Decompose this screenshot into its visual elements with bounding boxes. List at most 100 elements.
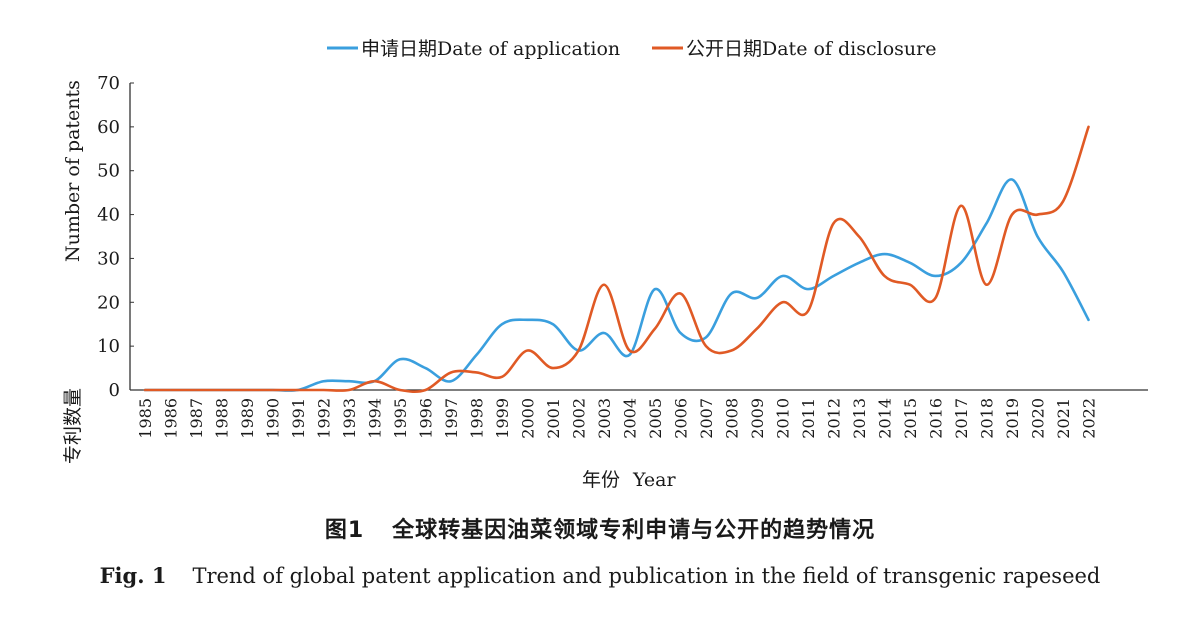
data-point-disclosure-2019	[1011, 213, 1013, 216]
data-point-application-2018	[985, 222, 988, 224]
data-point-disclosure-2022	[1087, 126, 1090, 128]
data-point-application-2007	[705, 336, 707, 338]
y-tick-label: 10	[97, 336, 120, 357]
data-point-application-2019	[1011, 178, 1013, 181]
x-tick-label: 2016	[927, 398, 946, 439]
data-point-disclosure-2020	[1036, 213, 1039, 216]
data-point-application-1993	[348, 380, 350, 382]
data-point-disclosure-1995	[399, 389, 401, 391]
figure-title-en: Trend of global patent application and p…	[192, 564, 1101, 588]
data-point-application-2017	[960, 262, 962, 264]
data-point-application-2006	[679, 332, 682, 334]
x-tick-label: 1997	[442, 398, 461, 439]
series-lines	[143, 125, 1090, 393]
x-tick-label: 2015	[901, 398, 920, 439]
data-point-application-2014	[883, 253, 886, 255]
data-point-disclosure-2011	[807, 310, 809, 312]
data-point-disclosure-2008	[730, 349, 733, 352]
data-point-application-2022	[1087, 319, 1090, 321]
y-tick-label: 50	[97, 161, 120, 182]
data-point-application-2009	[756, 297, 758, 299]
data-point-disclosure-1998	[475, 371, 478, 374]
data-point-disclosure-2018	[985, 284, 988, 286]
data-point-disclosure-2014	[883, 275, 886, 277]
x-axis-title: 年份 Year	[582, 469, 676, 491]
x-tick-label: 2005	[646, 398, 665, 439]
x-tick-label: 2000	[519, 398, 538, 439]
data-point-application-2013	[858, 262, 860, 264]
x-tick-label: 1999	[493, 398, 512, 439]
x-axis-title-cn: 年份	[582, 469, 620, 491]
data-point-disclosure-1996	[424, 389, 427, 391]
x-tick-label: 2014	[876, 398, 895, 439]
y-tick-label: 30	[97, 248, 120, 269]
data-point-disclosure-1991	[297, 389, 299, 391]
x-tick-label: 1988	[213, 398, 232, 439]
data-point-application-2000	[526, 319, 529, 321]
data-point-application-2015	[909, 262, 911, 264]
x-tick-label: 2012	[825, 398, 844, 439]
y-axis-title: 专利数量 Number of patents	[62, 80, 84, 464]
data-point-disclosure-2015	[909, 284, 911, 286]
x-tick-label: 1990	[264, 398, 283, 439]
data-point-disclosure-1988	[220, 389, 223, 391]
figure-number-cn: 图1	[324, 518, 365, 543]
data-point-application-2005	[654, 288, 656, 290]
y-axis-title-en: Number of patents	[62, 80, 84, 262]
x-tick-label: 1993	[340, 398, 359, 439]
x-axis: 1985 1986 1987 1988 1989 1990 1991 1992 1993 1994…	[136, 398, 1099, 439]
y-tick-label: 60	[97, 117, 120, 138]
data-point-application-2001	[552, 323, 554, 325]
figure-caption-en: Fig. 1 Trend of global patent application…	[0, 563, 1200, 588]
x-tick-label: 1989	[238, 398, 257, 439]
x-tick-label: 1986	[162, 398, 181, 439]
x-tick-label: 1987	[187, 398, 206, 439]
data-point-application-2016	[934, 275, 937, 277]
series-line-application	[143, 178, 1090, 392]
data-point-disclosure-2010	[781, 301, 784, 303]
legend-label-application: 申请日期Date of application	[361, 38, 620, 60]
data-point-application-1997	[450, 380, 452, 382]
data-point-disclosure-2021	[1062, 200, 1064, 203]
y-axis: 0 10 20 30 40 50 60 70	[97, 73, 134, 401]
data-point-application-2008	[730, 292, 733, 295]
data-point-application-2010	[781, 275, 784, 277]
data-point-application-1998	[475, 354, 478, 356]
y-tick-label: 20	[97, 292, 120, 313]
x-axis-title-en: Year	[632, 469, 676, 491]
x-tick-label: 2020	[1029, 398, 1048, 439]
data-point-application-2011	[807, 288, 809, 290]
data-point-application-2012	[832, 275, 835, 277]
chart-legend: 申请日期Date of application 公开日期Date of disc…	[327, 38, 936, 60]
data-point-disclosure-2016	[934, 297, 937, 299]
data-point-disclosure-1989	[246, 389, 248, 391]
data-point-application-1996	[424, 367, 427, 369]
legend-label-disclosure: 公开日期Date of disclosure	[686, 38, 936, 60]
x-tick-label: 1985	[136, 398, 155, 439]
data-point-disclosure-2003	[603, 284, 605, 286]
data-point-disclosure-2006	[679, 292, 682, 295]
data-point-disclosure-2017	[960, 205, 962, 207]
data-point-application-2021	[1062, 270, 1064, 273]
y-tick-label: 40	[97, 205, 120, 226]
data-point-disclosure-2007	[705, 345, 707, 347]
x-tick-label: 2006	[672, 398, 691, 439]
data-point-disclosure-2012	[832, 222, 835, 224]
data-point-disclosure-2001	[552, 367, 554, 369]
data-point-application-1999	[501, 323, 503, 325]
series-points	[144, 126, 1090, 391]
data-point-disclosure-1990	[271, 389, 274, 391]
figure-caption-cn: 图1 全球转基因油菜领域专利申请与公开的趋势情况	[0, 512, 1200, 544]
data-point-disclosure-1997	[450, 371, 452, 374]
y-tick-label: 70	[97, 73, 120, 94]
series-line-disclosure	[143, 125, 1090, 393]
x-tick-label: 2011	[799, 398, 818, 439]
data-point-application-2004	[628, 354, 631, 356]
x-tick-label: 1994	[366, 398, 385, 439]
x-tick-label: 1996	[417, 398, 436, 439]
data-point-disclosure-1992	[322, 389, 325, 391]
y-axis-title-cn: 专利数量	[62, 388, 84, 464]
data-point-disclosure-2000	[526, 349, 529, 352]
x-tick-label: 2007	[697, 398, 716, 439]
data-point-disclosure-2009	[756, 328, 758, 330]
